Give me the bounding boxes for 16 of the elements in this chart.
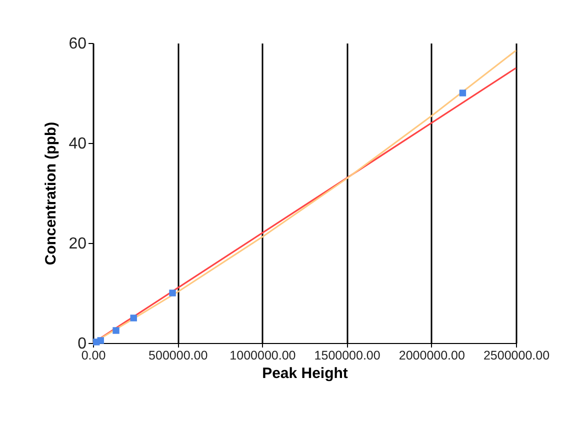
- point: [130, 314, 137, 322]
- y-tick-label: 40: [68, 136, 87, 152]
- point: [459, 90, 466, 96]
- x-tick-label: 500000.00: [148, 348, 208, 362]
- y-axis-title: Concentration (ppb): [42, 122, 60, 266]
- y-tick-label: 20: [68, 236, 87, 252]
- x-axis-title: Peak Height: [262, 365, 348, 382]
- point: [169, 290, 176, 296]
- y-tick-label: 60: [68, 36, 87, 52]
- x-tick-label: 1000000.00: [230, 348, 296, 362]
- point: [112, 327, 120, 334]
- x-tick-label: 2000000.00: [398, 348, 465, 362]
- x-tick-label: 2500000.00: [483, 348, 550, 362]
- x-tick-label: 1500000.00: [314, 348, 380, 362]
- x-tick-label: 0.00: [81, 348, 106, 362]
- point: [97, 337, 104, 344]
